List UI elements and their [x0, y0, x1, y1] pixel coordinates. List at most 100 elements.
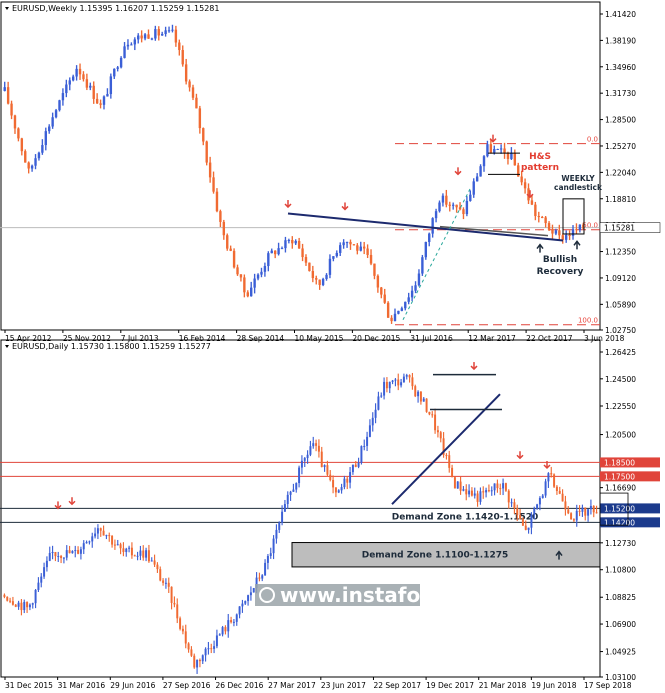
- candle-body: [277, 248, 280, 255]
- candle-body: [17, 128, 20, 139]
- candle-body: [221, 627, 224, 635]
- candle-body: [592, 505, 595, 513]
- weekly-support-line: [402, 188, 471, 321]
- candle-body: [428, 233, 431, 242]
- candle-body: [275, 529, 278, 539]
- candle-body: [436, 430, 439, 433]
- candle-body: [369, 254, 373, 264]
- candle-body: [142, 550, 145, 558]
- candle-body: [325, 274, 328, 279]
- candle-body: [332, 479, 335, 488]
- down-arrow-icon: [489, 138, 497, 143]
- down-arrow-icon: [341, 205, 349, 211]
- p0-header: EURUSD,Weekly 1.15395 1.16207 1.15259 1.…: [12, 4, 219, 13]
- candle-body: [252, 588, 255, 593]
- candle-body: [455, 204, 458, 208]
- p0-y-tick-label: 1.41420: [605, 10, 636, 19]
- p0-x-tick-label: 10 May 2015: [295, 334, 344, 343]
- p1-x-tick-label: 27 Sep 2016: [163, 681, 211, 690]
- candle-body: [419, 391, 422, 402]
- candle-body: [561, 493, 564, 502]
- candle-body: [456, 481, 459, 489]
- candle-body: [301, 248, 304, 258]
- weekly-candles: [3, 24, 585, 324]
- candle-body: [295, 483, 298, 490]
- candle-body: [475, 176, 479, 182]
- candle-body: [503, 148, 506, 154]
- candle-body: [159, 569, 162, 581]
- candle-body: [222, 221, 226, 236]
- candle-body: [85, 542, 88, 544]
- watermark-logo-icon: [259, 587, 275, 603]
- candle-body: [246, 292, 249, 297]
- candle-body: [411, 377, 414, 387]
- candle-body: [54, 552, 57, 557]
- candle-body: [153, 560, 156, 565]
- candle-body: [582, 224, 585, 229]
- candle-body: [37, 582, 40, 590]
- candle-body: [34, 589, 37, 604]
- candle-body: [238, 606, 241, 615]
- candle-body: [267, 253, 270, 267]
- candle-body: [167, 582, 170, 587]
- candle-body: [198, 108, 202, 129]
- down-arrow-icon: [543, 464, 551, 470]
- candle-body: [323, 465, 326, 468]
- candle-body: [397, 379, 400, 386]
- level-tag: [600, 517, 660, 528]
- candle-body: [269, 553, 272, 557]
- candle-body: [102, 530, 105, 536]
- candle-body: [201, 655, 204, 662]
- candle-body: [71, 550, 74, 554]
- candle-body: [354, 464, 357, 467]
- candle-body: [111, 535, 114, 545]
- candle-body: [239, 274, 243, 278]
- p0-y-tick-label: 1.28500: [605, 116, 636, 125]
- candle-body: [6, 87, 10, 104]
- candle-body: [553, 474, 556, 487]
- candle-body: [332, 256, 335, 259]
- candle-body: [504, 483, 507, 491]
- p1-y-tick-label: 1.16690: [605, 484, 636, 493]
- candle-body: [510, 152, 513, 159]
- candle-body: [176, 604, 179, 619]
- candle-body: [388, 381, 391, 389]
- down-arrow-icon: [284, 203, 292, 209]
- p0-y-tick-label: 1.31730: [605, 89, 636, 98]
- candle-body: [311, 271, 315, 279]
- candle-body: [68, 550, 71, 554]
- candle-body: [196, 659, 199, 668]
- candle-body: [145, 550, 148, 558]
- candle-body: [232, 250, 236, 268]
- candle-body: [147, 34, 150, 39]
- candle-body: [164, 582, 167, 584]
- candle-body: [241, 603, 244, 607]
- candle-body: [187, 643, 190, 650]
- candle-body: [247, 595, 250, 602]
- candle-body: [572, 519, 575, 521]
- hs-pattern-label-line: pattern: [521, 163, 559, 173]
- candle-body: [363, 445, 366, 447]
- candle-body: [236, 267, 239, 275]
- hs-pattern-label: H&S pattern: [521, 152, 559, 173]
- candle-body: [278, 522, 281, 530]
- candle-body: [273, 250, 277, 255]
- candle-body: [496, 483, 499, 489]
- candle-body: [45, 560, 48, 568]
- candle-body: [527, 188, 530, 201]
- level-tag-value: 1.18500: [604, 458, 635, 467]
- candle-body: [489, 144, 493, 153]
- candle-body: [167, 30, 171, 32]
- candle-body: [517, 165, 520, 177]
- candle-body: [286, 494, 289, 505]
- candle-body: [482, 491, 485, 493]
- p0-x-tick-label: 25 Nov 2012: [63, 334, 111, 343]
- candle-body: [243, 277, 246, 293]
- candle-body: [377, 396, 380, 410]
- candle-body: [448, 204, 451, 206]
- level-tag-value: 1.15200: [604, 504, 635, 513]
- candle-body: [232, 621, 235, 623]
- candle-body: [44, 131, 47, 146]
- candle-body: [561, 235, 564, 240]
